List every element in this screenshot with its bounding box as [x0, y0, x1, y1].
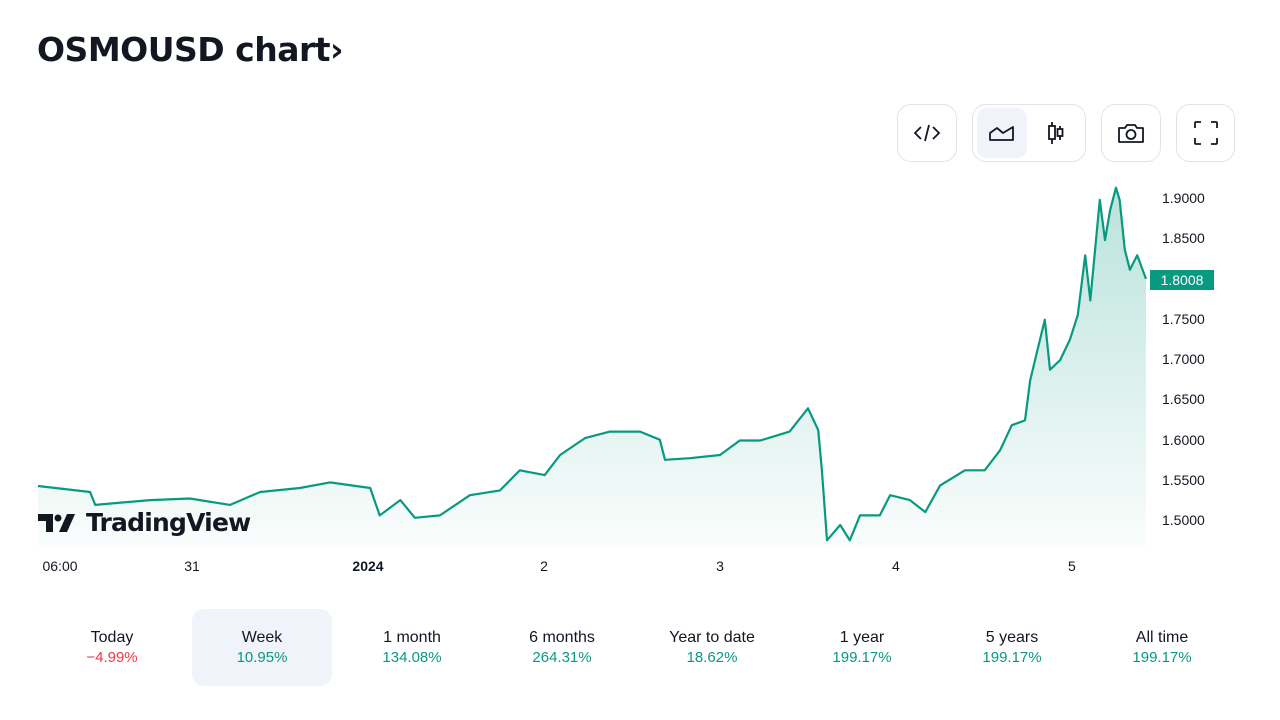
period-label: 1 month: [383, 629, 441, 646]
price-tick: 1.8500: [1162, 230, 1205, 247]
period-tab-6-months[interactable]: 6 months 264.31%: [487, 609, 637, 686]
time-tick: 3: [716, 558, 724, 574]
period-change: 199.17%: [832, 649, 892, 666]
period-change: 18.62%: [686, 649, 738, 666]
period-tab-week[interactable]: Week 10.95%: [192, 609, 332, 686]
time-tick: 2: [540, 558, 548, 574]
code-icon: [913, 124, 941, 142]
time-tick: 06:00: [42, 558, 78, 574]
camera-icon: [1118, 124, 1144, 143]
period-change: 264.31%: [532, 649, 592, 666]
chevron-right-icon: ›: [330, 30, 344, 69]
price-tick: 1.7000: [1162, 351, 1205, 367]
chart-title-link[interactable]: OSMOUSD chart›: [37, 30, 344, 69]
period-label: Week: [241, 629, 283, 646]
period-tab-today[interactable]: Today −4.99%: [37, 609, 187, 686]
area-style-button[interactable]: [977, 108, 1027, 158]
period-label: 5 years: [985, 629, 1039, 646]
period-label: Year to date: [669, 629, 755, 646]
period-selector: Today −4.99% Week 10.95% 1 month 134.08% 6 mon…: [37, 609, 1237, 686]
logo-text: TradingView: [86, 508, 251, 537]
period-label: 1 year: [839, 629, 885, 646]
chart-style-toggle: [972, 104, 1086, 162]
period-tab-year-to-date[interactable]: Year to date 18.62%: [637, 609, 787, 686]
fullscreen-button[interactable]: [1176, 104, 1235, 162]
period-change: −4.99%: [86, 649, 138, 666]
period-change: 199.17%: [1132, 649, 1192, 666]
title-text: OSMOUSD chart: [37, 30, 331, 69]
period-label: Today: [90, 629, 134, 646]
period-tab-1-year[interactable]: 1 year 199.17%: [787, 609, 937, 686]
price-tick: 1.6000: [1162, 431, 1205, 448]
period-label: 6 months: [529, 629, 595, 646]
period-tab-5-years[interactable]: 5 years 199.17%: [937, 609, 1087, 686]
candles-style-button[interactable]: [1031, 108, 1081, 158]
snapshot-button[interactable]: [1101, 104, 1161, 162]
time-tick: 5: [1068, 558, 1076, 574]
period-label: All time: [1135, 629, 1189, 646]
time-tick: 2024: [352, 558, 384, 574]
tradingview-logo-icon: [38, 513, 75, 532]
period-change: 10.95%: [236, 649, 288, 666]
price-line: [37, 186, 1148, 542]
price-tick: 1.6500: [1162, 391, 1205, 408]
price-tick: 1.9000: [1162, 190, 1205, 206]
last-price-label: 1.8008: [1150, 270, 1214, 290]
price-tick: 1.7500: [1162, 310, 1205, 327]
fullscreen-icon: [1193, 121, 1218, 145]
price-chart[interactable]: [0, 0, 1280, 600]
price-tick: 1.5500: [1162, 471, 1205, 488]
price-tick: 1.5000: [1162, 512, 1205, 528]
price-area-fill: [38, 187, 1147, 548]
embed-button[interactable]: [897, 104, 957, 162]
period-tab-1-month[interactable]: 1 month 134.08%: [337, 609, 487, 686]
tradingview-logo[interactable]: TradingView: [38, 508, 251, 537]
area-chart-icon: [989, 126, 1014, 141]
period-change: 134.08%: [382, 649, 442, 666]
period-tab-all-time[interactable]: All time 199.17%: [1087, 609, 1237, 686]
period-change: 199.17%: [982, 649, 1042, 666]
time-tick: 4: [892, 558, 900, 574]
candlestick-icon: [1048, 122, 1064, 144]
time-tick: 31: [184, 558, 200, 574]
